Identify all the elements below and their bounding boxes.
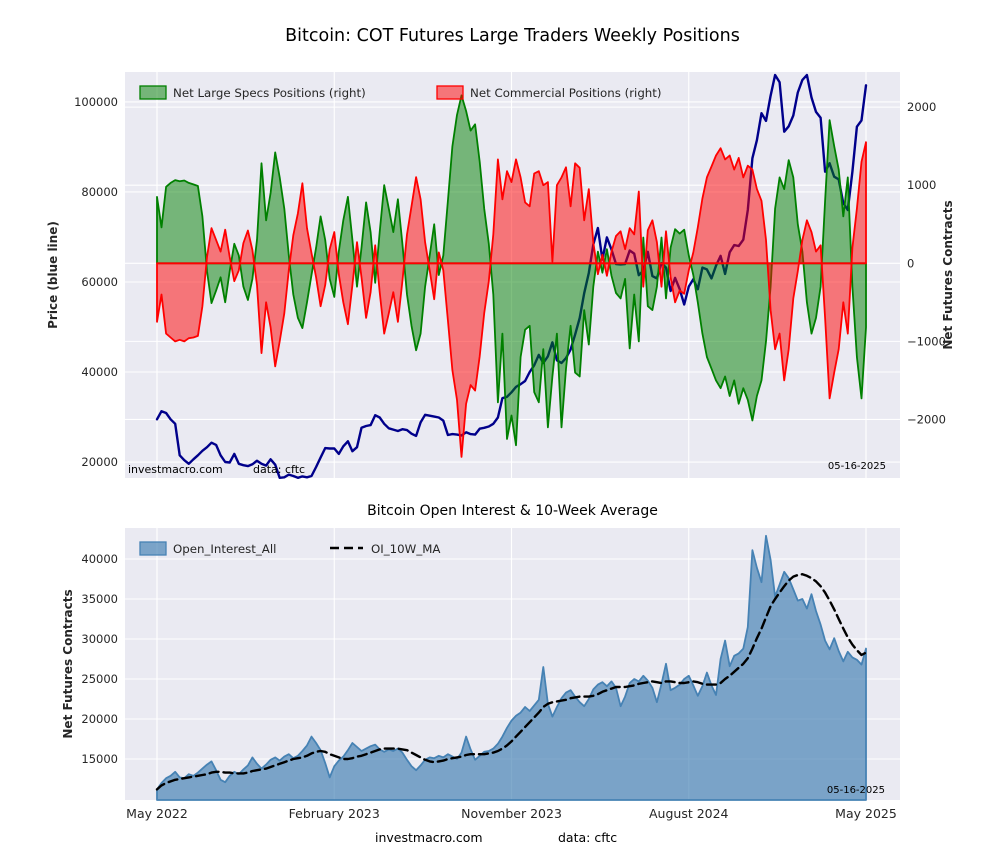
open-interest-all-area [156,534,867,801]
y-axis-label-left: Price (blue line) [46,221,60,329]
top-annotation-source: data: cftc [253,463,306,476]
net-large-specs-positions-area [156,94,867,447]
legend-label: OI_10W_MA [371,542,441,556]
bottom-chart-title: Bitcoin Open Interest & 10-Week Average [367,503,658,519]
y-tick-label-left: 80000 [81,185,118,199]
y-axis-label-right: Net Futures Contracts [941,200,955,349]
y-tick-label-right: −2000 [907,412,946,426]
y-tick-label-left: 20000 [81,712,118,726]
y-tick-label-left: 100000 [74,95,118,109]
y-axis-label-left: Net Futures Contracts [61,589,75,738]
y-tick-label-right: 0 [907,256,914,270]
oi-10w-ma-line [155,573,868,791]
y-tick-label-left: 30000 [81,632,118,646]
y-tick-label-left: 40000 [81,365,118,379]
bottom-date-stamp: 05-16-2025 [826,785,885,796]
y-tick-label-left: 25000 [81,672,118,686]
legend-label: Net Commercial Positions (right) [470,86,662,100]
top-annotation-site: investmacro.com [128,463,223,476]
footer-site: investmacro.com [375,830,483,845]
x-tick-label: November 2023 [461,806,562,821]
legend-swatch [436,85,464,100]
y-tick-label-right: 2000 [907,100,936,114]
y-tick-label-right: −1000 [907,334,946,348]
legend-label: Net Large Specs Positions (right) [173,86,366,100]
legend-label: Open_Interest_All [173,542,276,556]
x-tick-label: May 2022 [126,806,188,821]
x-tick-label: May 2025 [835,806,897,821]
y-tick-label-left: 40000 [81,552,118,566]
y-tick-label-left: 35000 [81,592,118,606]
top-chart-svg: 20000 40000 60000 80000 100000 −2000 −1000 0 100… [46,72,955,479]
top-chart-title: Bitcoin: COT Futures Large Traders Weekl… [285,26,740,46]
x-tick-label: August 2024 [649,806,729,821]
y-tick-label-right: 1000 [907,178,936,192]
net-commercial-positions-area [156,141,867,458]
x-tick-label: February 2023 [289,806,380,821]
footer-source: data: cftc [558,830,618,845]
y-tick-label-left: 15000 [81,752,118,766]
legend-swatch [139,541,167,556]
y-tick-label-left: 20000 [81,455,118,469]
legend-swatch [139,85,167,100]
y-tick-label-left: 60000 [81,275,118,289]
top-date-stamp: 05-16-2025 [827,461,886,472]
